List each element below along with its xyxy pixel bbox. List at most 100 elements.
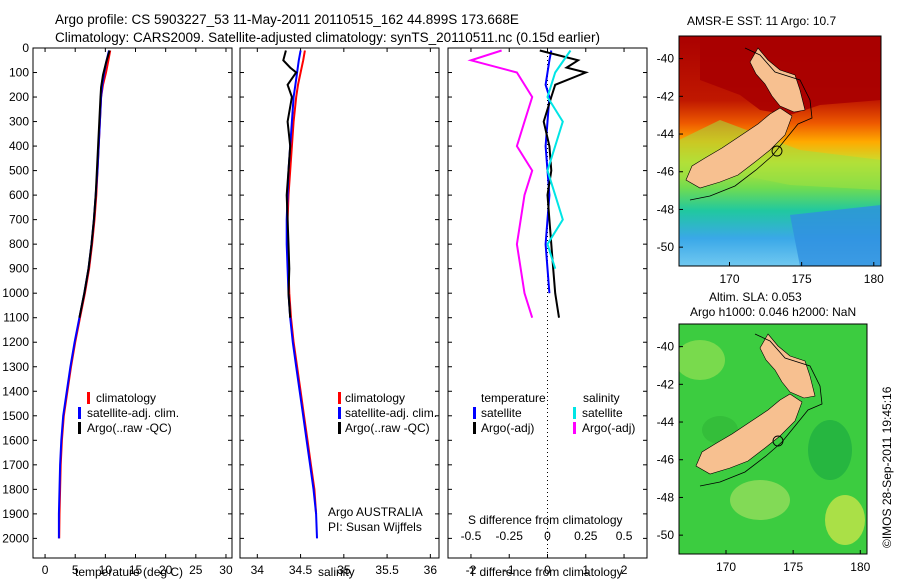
x-tick-label: 15	[129, 563, 143, 577]
map-x-tick-label: 170	[716, 560, 736, 574]
bathymetry-contour	[699, 333, 823, 487]
x2-tick-label: 0	[544, 529, 551, 543]
depth-tick-label: 100	[9, 66, 29, 80]
sla-patch	[730, 480, 790, 520]
x2-tick-label: -0.5	[461, 529, 482, 543]
depth-tick-label: 2000	[2, 531, 29, 545]
sla-map-subtitle: Argo h1000: 0.046 h2000: NaN	[690, 305, 856, 319]
depth-tick-label: 0	[22, 41, 29, 55]
south-island	[685, 107, 793, 189]
depth-tick-label: 1800	[2, 482, 29, 496]
legend-label-satellite: satellite-adj. clim.	[87, 406, 179, 420]
x-tick-label: 5	[72, 563, 79, 577]
map-x-tick-label: 175	[792, 272, 812, 286]
depth-tick-label: 1300	[2, 360, 29, 374]
map-y-tick-label: -42	[657, 89, 675, 103]
map-y-tick-label: -48	[657, 202, 675, 216]
x-tick-label: 20	[159, 563, 173, 577]
depth-tick-label: 1000	[2, 286, 29, 300]
north-island	[759, 333, 816, 399]
map-y-tick-label: -46	[657, 165, 675, 179]
series-line	[546, 49, 572, 269]
depth-tick-label: 900	[9, 262, 29, 276]
temperature-axis-label: temperature (deg C)	[75, 565, 183, 579]
difference-plot: -2 -1 0 1 2 -0.5 -0.25 0 0.25 0.5	[448, 47, 647, 577]
sst-map	[679, 36, 881, 266]
south-island	[695, 393, 803, 475]
x-tick-label: 36	[424, 563, 438, 577]
sla-map-frame	[678, 323, 868, 555]
depth-tick-label: 1100	[3, 311, 29, 325]
series-line	[285, 50, 318, 539]
map-y-tick-label: -40	[657, 340, 675, 354]
x-tick-label: 30	[219, 563, 233, 577]
north-island	[749, 47, 806, 113]
map-y-tick-label: -44	[657, 415, 675, 429]
map-y-tick-label: -40	[657, 52, 675, 66]
map-y-tick-label: -50	[657, 240, 675, 254]
legend-heading-temperature: temperature	[481, 391, 546, 405]
x-tick-label: 35.5	[375, 563, 399, 577]
legend-label-climatology: climatology	[96, 391, 156, 405]
series-line	[544, 50, 553, 294]
sla-map-axes: 170 175 180 -40 -42 -44 -46 -48 -50	[657, 340, 871, 574]
bathymetry-contour	[689, 47, 813, 201]
depth-tick-label: 1500	[2, 409, 29, 423]
legend-label-satellite: satellite-adj. clim.	[345, 406, 437, 420]
legend-swatch-temperature-argo	[473, 422, 476, 434]
legend-swatch-satellite	[78, 407, 81, 419]
climatology-subtitle: Climatology: CARS2009. Satellite-adjuste…	[55, 30, 600, 45]
argo-institution: Argo AUSTRALIA	[328, 505, 423, 519]
legend-swatch-climatology	[338, 392, 341, 404]
difference-legend: temperature satellite Argo(-adj) salinit…	[473, 391, 635, 435]
salinity-difference-axis-label: S difference from climatology	[468, 513, 623, 527]
legend-swatch-salinity-satellite	[573, 407, 576, 419]
new-zealand-land	[695, 333, 816, 475]
map-y-tick-label: -48	[657, 490, 675, 504]
argo-position-marker	[772, 435, 784, 447]
temperature-plot: 0 5 10 15 20 25 30	[33, 47, 233, 577]
depth-tick-label: 400	[9, 139, 29, 153]
depth-tick-label: 700	[9, 213, 29, 227]
legend-swatch-temperature-satellite	[473, 407, 476, 419]
x2-tick-label: 0.25	[574, 529, 598, 543]
map-y-tick-label: -42	[657, 377, 675, 391]
temperature-panel	[32, 47, 233, 559]
series-line	[282, 50, 298, 318]
depth-tick-label: 1200	[2, 335, 29, 349]
new-zealand-land	[685, 47, 806, 189]
map-x-tick-label: 180	[864, 272, 884, 286]
x-tick-label: 10	[99, 563, 113, 577]
salinity-panel	[239, 47, 440, 559]
x2-tick-label: -0.25	[496, 529, 524, 543]
series-line	[78, 50, 111, 318]
legend-swatch-salinity-argo	[573, 422, 576, 434]
x-tick-label: -2	[466, 563, 477, 577]
legend-heading-salinity: salinity	[583, 391, 620, 405]
x-tick-label: 35	[337, 563, 351, 577]
argo-position-marker	[771, 145, 783, 157]
sla-patch	[679, 340, 725, 380]
map-y-tick-label: -50	[657, 528, 675, 542]
series-line	[467, 49, 534, 318]
legend-label-argo: Argo(..raw -QC)	[87, 421, 172, 435]
x-tick-label: 34.5	[289, 563, 313, 577]
depth-tick-label: 1600	[2, 433, 29, 447]
profile-title: Argo profile: CS 5903227_53 11-May-2011 …	[55, 12, 519, 27]
legend-label-temperature-satellite: satellite	[481, 406, 522, 420]
sst-map-axes: 170 175 180 -40 -42 -44 -46 -48 -50	[657, 52, 884, 286]
legend-swatch-satellite	[338, 407, 341, 419]
x-tick-label: 25	[189, 563, 203, 577]
x-tick-label: 0	[42, 563, 49, 577]
depth-tick-label: 1900	[2, 507, 29, 521]
imos-stamp: ©IMOS 28-Sep-2011 19:45:16	[880, 386, 894, 548]
legend-label-climatology: climatology	[345, 391, 405, 405]
depth-tick-label: 1400	[2, 384, 29, 398]
temperature-legend: climatology satellite-adj. clim. Argo(..…	[78, 391, 179, 435]
x-tick-label: -1	[504, 563, 515, 577]
depth-tick-label: 500	[9, 164, 29, 178]
salinity-plot: 34 34.5 35 35.5 36	[240, 47, 439, 577]
salinity-legend: climatology satellite-adj. clim. Argo(..…	[338, 391, 437, 435]
legend-swatch-climatology	[87, 392, 90, 404]
